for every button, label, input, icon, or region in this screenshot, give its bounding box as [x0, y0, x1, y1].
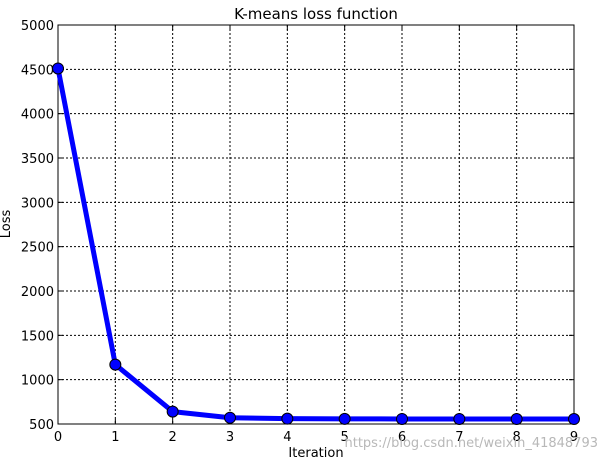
y-tick-label: 1000	[21, 374, 54, 389]
x-tick-label: 9	[570, 430, 578, 445]
x-tick-label: 4	[283, 430, 291, 445]
data-point	[109, 358, 122, 371]
x-tick-label: 8	[513, 430, 521, 445]
y-tick-label: 1500	[21, 329, 54, 344]
data-point	[453, 412, 466, 425]
data-point	[568, 413, 580, 426]
plot-frame	[57, 24, 575, 425]
x-axis: 0 1 2 3 4 5 6 7 8 9	[54, 25, 578, 445]
y-tick-label: 500	[29, 418, 54, 433]
y-tick-label: 4500	[21, 63, 54, 78]
x-tick-label: 2	[169, 430, 177, 445]
x-axis-label: Iteration	[288, 446, 343, 461]
y-tick-label: 3000	[21, 196, 54, 211]
data-point	[281, 412, 294, 425]
series-line	[55, 65, 577, 422]
y-tick-label: 2500	[21, 241, 54, 256]
watermark-text: https://blog.csdn.net/weixin_41848793	[344, 436, 598, 451]
series-group	[52, 62, 580, 426]
y-tick-label: 3500	[21, 152, 54, 167]
data-point	[166, 405, 179, 418]
data-point	[510, 413, 523, 426]
y-axis: 500 1000 1500 2000 2500 3000 3500 4000 4500 5000	[21, 19, 574, 433]
y-tick-label: 5000	[21, 19, 54, 34]
data-point	[224, 411, 236, 424]
x-tick-label: 7	[455, 430, 463, 445]
data-point	[338, 412, 351, 425]
x-tick-label: 1	[111, 430, 119, 445]
x-tick-label: 0	[54, 430, 62, 445]
data-point	[396, 412, 408, 425]
y-tick-label: 4000	[21, 108, 54, 123]
x-tick-label: 3	[226, 430, 234, 445]
x-tick-label: 5	[341, 430, 349, 445]
x-tick-label: 6	[398, 430, 406, 445]
y-axis-label: Loss	[0, 210, 14, 239]
chart-title: K-means loss function	[234, 5, 398, 23]
data-point	[52, 62, 64, 75]
grid	[57, 24, 575, 425]
y-tick-label: 2000	[21, 285, 54, 300]
